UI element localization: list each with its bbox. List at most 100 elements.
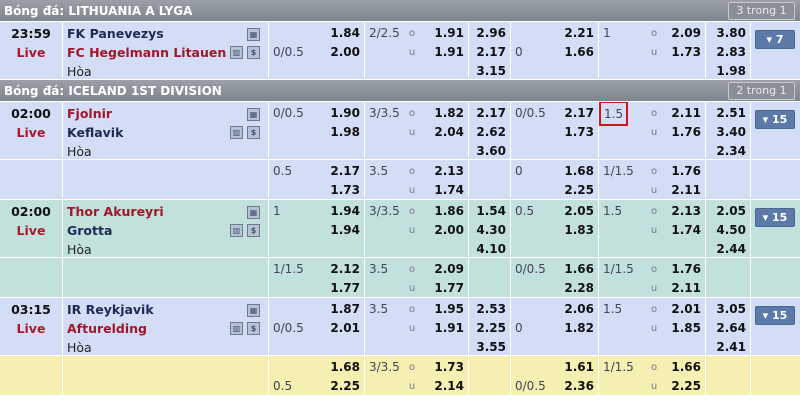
- home-team[interactable]: IR Reykjavik: [67, 302, 154, 317]
- h1-1x2-odds-value[interactable]: 2.51: [716, 106, 746, 120]
- more-bets-button[interactable]: ▾ 15: [755, 306, 795, 325]
- h1-hdp-odds-value[interactable]: 1.73: [564, 125, 594, 139]
- h1-hdp-odds-value[interactable]: 1.66: [564, 262, 594, 276]
- ou-odds-value[interactable]: 2.13: [434, 164, 464, 178]
- home-team[interactable]: FK Panevezys: [67, 26, 164, 41]
- h1-ou-odds-value[interactable]: 1.74: [671, 223, 701, 237]
- odds-history-icon[interactable]: $: [247, 224, 260, 237]
- 1x2-odds-value[interactable]: 1.54: [476, 204, 506, 218]
- h1-hdp-odds-value[interactable]: 1.82: [564, 321, 594, 335]
- ou-odds-value[interactable]: 1.82: [434, 106, 464, 120]
- h1-1x2-odds-value[interactable]: 3.80: [716, 26, 746, 40]
- h1-hdp-odds-value[interactable]: 1.61: [564, 360, 594, 374]
- ou-odds-value[interactable]: 1.91: [434, 321, 464, 335]
- h1-1x2-odds-value[interactable]: 2.64: [716, 321, 746, 335]
- h1-ou-odds-value[interactable]: 2.11: [671, 106, 701, 120]
- league-count-button[interactable]: 3 trong 1: [728, 2, 795, 20]
- ou-odds-value[interactable]: 2.04: [434, 125, 464, 139]
- more-bets-button[interactable]: ▾ 15: [755, 208, 795, 227]
- stats-chart-icon[interactable]: ▥: [230, 126, 243, 139]
- h1-1x2-odds-value[interactable]: 3.40: [716, 125, 746, 139]
- h1-ou-odds-value[interactable]: 2.01: [671, 302, 701, 316]
- 1x2-odds-value[interactable]: 3.55: [476, 340, 506, 354]
- home-team[interactable]: Fjolnir: [67, 106, 113, 121]
- hdp-odds-value[interactable]: 1.87: [330, 302, 360, 316]
- home-team[interactable]: Thor Akureyri: [67, 204, 164, 219]
- h1-hdp-odds-value[interactable]: 1.66: [564, 45, 594, 59]
- h1-ou-odds-value[interactable]: 2.11: [671, 281, 701, 295]
- ou-odds-value[interactable]: 2.14: [434, 379, 464, 393]
- ou-odds-value[interactable]: 1.73: [434, 360, 464, 374]
- h1-ou-odds-value[interactable]: 1.76: [671, 164, 701, 178]
- hdp-odds-value[interactable]: 1.94: [330, 204, 360, 218]
- livecast-icon[interactable]: ▦: [247, 206, 260, 219]
- 1x2-odds-value[interactable]: 2.17: [476, 45, 506, 59]
- hdp-odds-value[interactable]: 1.94: [330, 223, 360, 237]
- ou-odds-value[interactable]: 1.86: [434, 204, 464, 218]
- 1x2-odds-value[interactable]: 3.15: [476, 64, 506, 78]
- h1-1x2-odds-value[interactable]: 1.98: [716, 64, 746, 78]
- h1-1x2-odds-value[interactable]: 2.34: [716, 144, 746, 158]
- h1-ou-odds-value[interactable]: 2.11: [671, 183, 701, 197]
- odds-history-icon[interactable]: $: [247, 322, 260, 335]
- h1-ou-odds-value[interactable]: 2.09: [671, 26, 701, 40]
- stats-chart-icon[interactable]: ▥: [230, 322, 243, 335]
- h1-ou-odds-value[interactable]: 2.25: [671, 379, 701, 393]
- away-team[interactable]: Grotta: [67, 223, 113, 238]
- ou-odds-value[interactable]: 2.09: [434, 262, 464, 276]
- livecast-icon[interactable]: ▦: [247, 28, 260, 41]
- h1-hdp-odds-value[interactable]: 2.36: [564, 379, 594, 393]
- 1x2-odds-value[interactable]: 2.96: [476, 26, 506, 40]
- h1-hdp-odds-value[interactable]: 2.06: [564, 302, 594, 316]
- hdp-odds-value[interactable]: 2.00: [330, 45, 360, 59]
- ou-odds-value[interactable]: 2.00: [434, 223, 464, 237]
- ou-odds-value[interactable]: 1.74: [434, 183, 464, 197]
- livecast-icon[interactable]: ▦: [247, 304, 260, 317]
- 1x2-odds-value[interactable]: 4.30: [476, 223, 506, 237]
- ou-odds-value[interactable]: 1.91: [434, 26, 464, 40]
- h1-1x2-odds-value[interactable]: 2.83: [716, 45, 746, 59]
- more-bets-button[interactable]: ▾ 7: [755, 30, 795, 49]
- hdp-odds-value[interactable]: 1.68: [330, 360, 360, 374]
- 1x2-odds-value[interactable]: 2.62: [476, 125, 506, 139]
- h1-ou-odds-value[interactable]: 1.73: [671, 45, 701, 59]
- h1-hdp-odds-value[interactable]: 1.83: [564, 223, 594, 237]
- stats-chart-icon[interactable]: ▥: [230, 224, 243, 237]
- odds-history-icon[interactable]: $: [247, 126, 260, 139]
- away-team[interactable]: FC Hegelmann Litauen: [67, 45, 227, 60]
- 1x2-odds-value[interactable]: 2.53: [476, 302, 506, 316]
- h1-1x2-odds-value[interactable]: 2.41: [716, 340, 746, 354]
- h1-hdp-odds-value[interactable]: 2.21: [564, 26, 594, 40]
- hdp-odds-value[interactable]: 1.90: [330, 106, 360, 120]
- h1-ou-odds-value[interactable]: 1.76: [671, 125, 701, 139]
- h1-hdp-odds-value[interactable]: 2.05: [564, 204, 594, 218]
- hdp-odds-value[interactable]: 2.12: [330, 262, 360, 276]
- more-bets-button[interactable]: ▾ 15: [755, 110, 795, 129]
- league-count-button[interactable]: 2 trong 1: [728, 82, 795, 100]
- away-team[interactable]: Keflavik: [67, 125, 124, 140]
- h1-hdp-odds-value[interactable]: 2.25: [564, 183, 594, 197]
- h1-hdp-odds-value[interactable]: 2.28: [564, 281, 594, 295]
- h1-ou-odds-value[interactable]: 2.13: [671, 204, 701, 218]
- hdp-odds-value[interactable]: 2.17: [330, 164, 360, 178]
- hdp-odds-value[interactable]: 2.25: [330, 379, 360, 393]
- 1x2-odds-value[interactable]: 2.25: [476, 321, 506, 335]
- ou-odds-value[interactable]: 1.95: [434, 302, 464, 316]
- ou-odds-value[interactable]: 1.91: [434, 45, 464, 59]
- hdp-odds-value[interactable]: 1.77: [330, 281, 360, 295]
- hdp-odds-value[interactable]: 1.98: [330, 125, 360, 139]
- 1x2-odds-value[interactable]: 3.60: [476, 144, 506, 158]
- h1-ou-odds-value[interactable]: 1.66: [671, 360, 701, 374]
- odds-history-icon[interactable]: $: [247, 46, 260, 59]
- h1-hdp-odds-value[interactable]: 2.17: [564, 106, 594, 120]
- ou-odds-value[interactable]: 1.77: [434, 281, 464, 295]
- h1-1x2-odds-value[interactable]: 2.44: [716, 242, 746, 256]
- h1-ou-odds-value[interactable]: 1.76: [671, 262, 701, 276]
- away-team[interactable]: Afturelding: [67, 321, 147, 336]
- hdp-odds-value[interactable]: 1.73: [330, 183, 360, 197]
- livecast-icon[interactable]: ▦: [247, 108, 260, 121]
- stats-chart-icon[interactable]: ▥: [230, 46, 243, 59]
- 1x2-odds-value[interactable]: 4.10: [476, 242, 506, 256]
- h1-1x2-odds-value[interactable]: 4.50: [716, 223, 746, 237]
- h1-ou-odds-value[interactable]: 1.85: [671, 321, 701, 335]
